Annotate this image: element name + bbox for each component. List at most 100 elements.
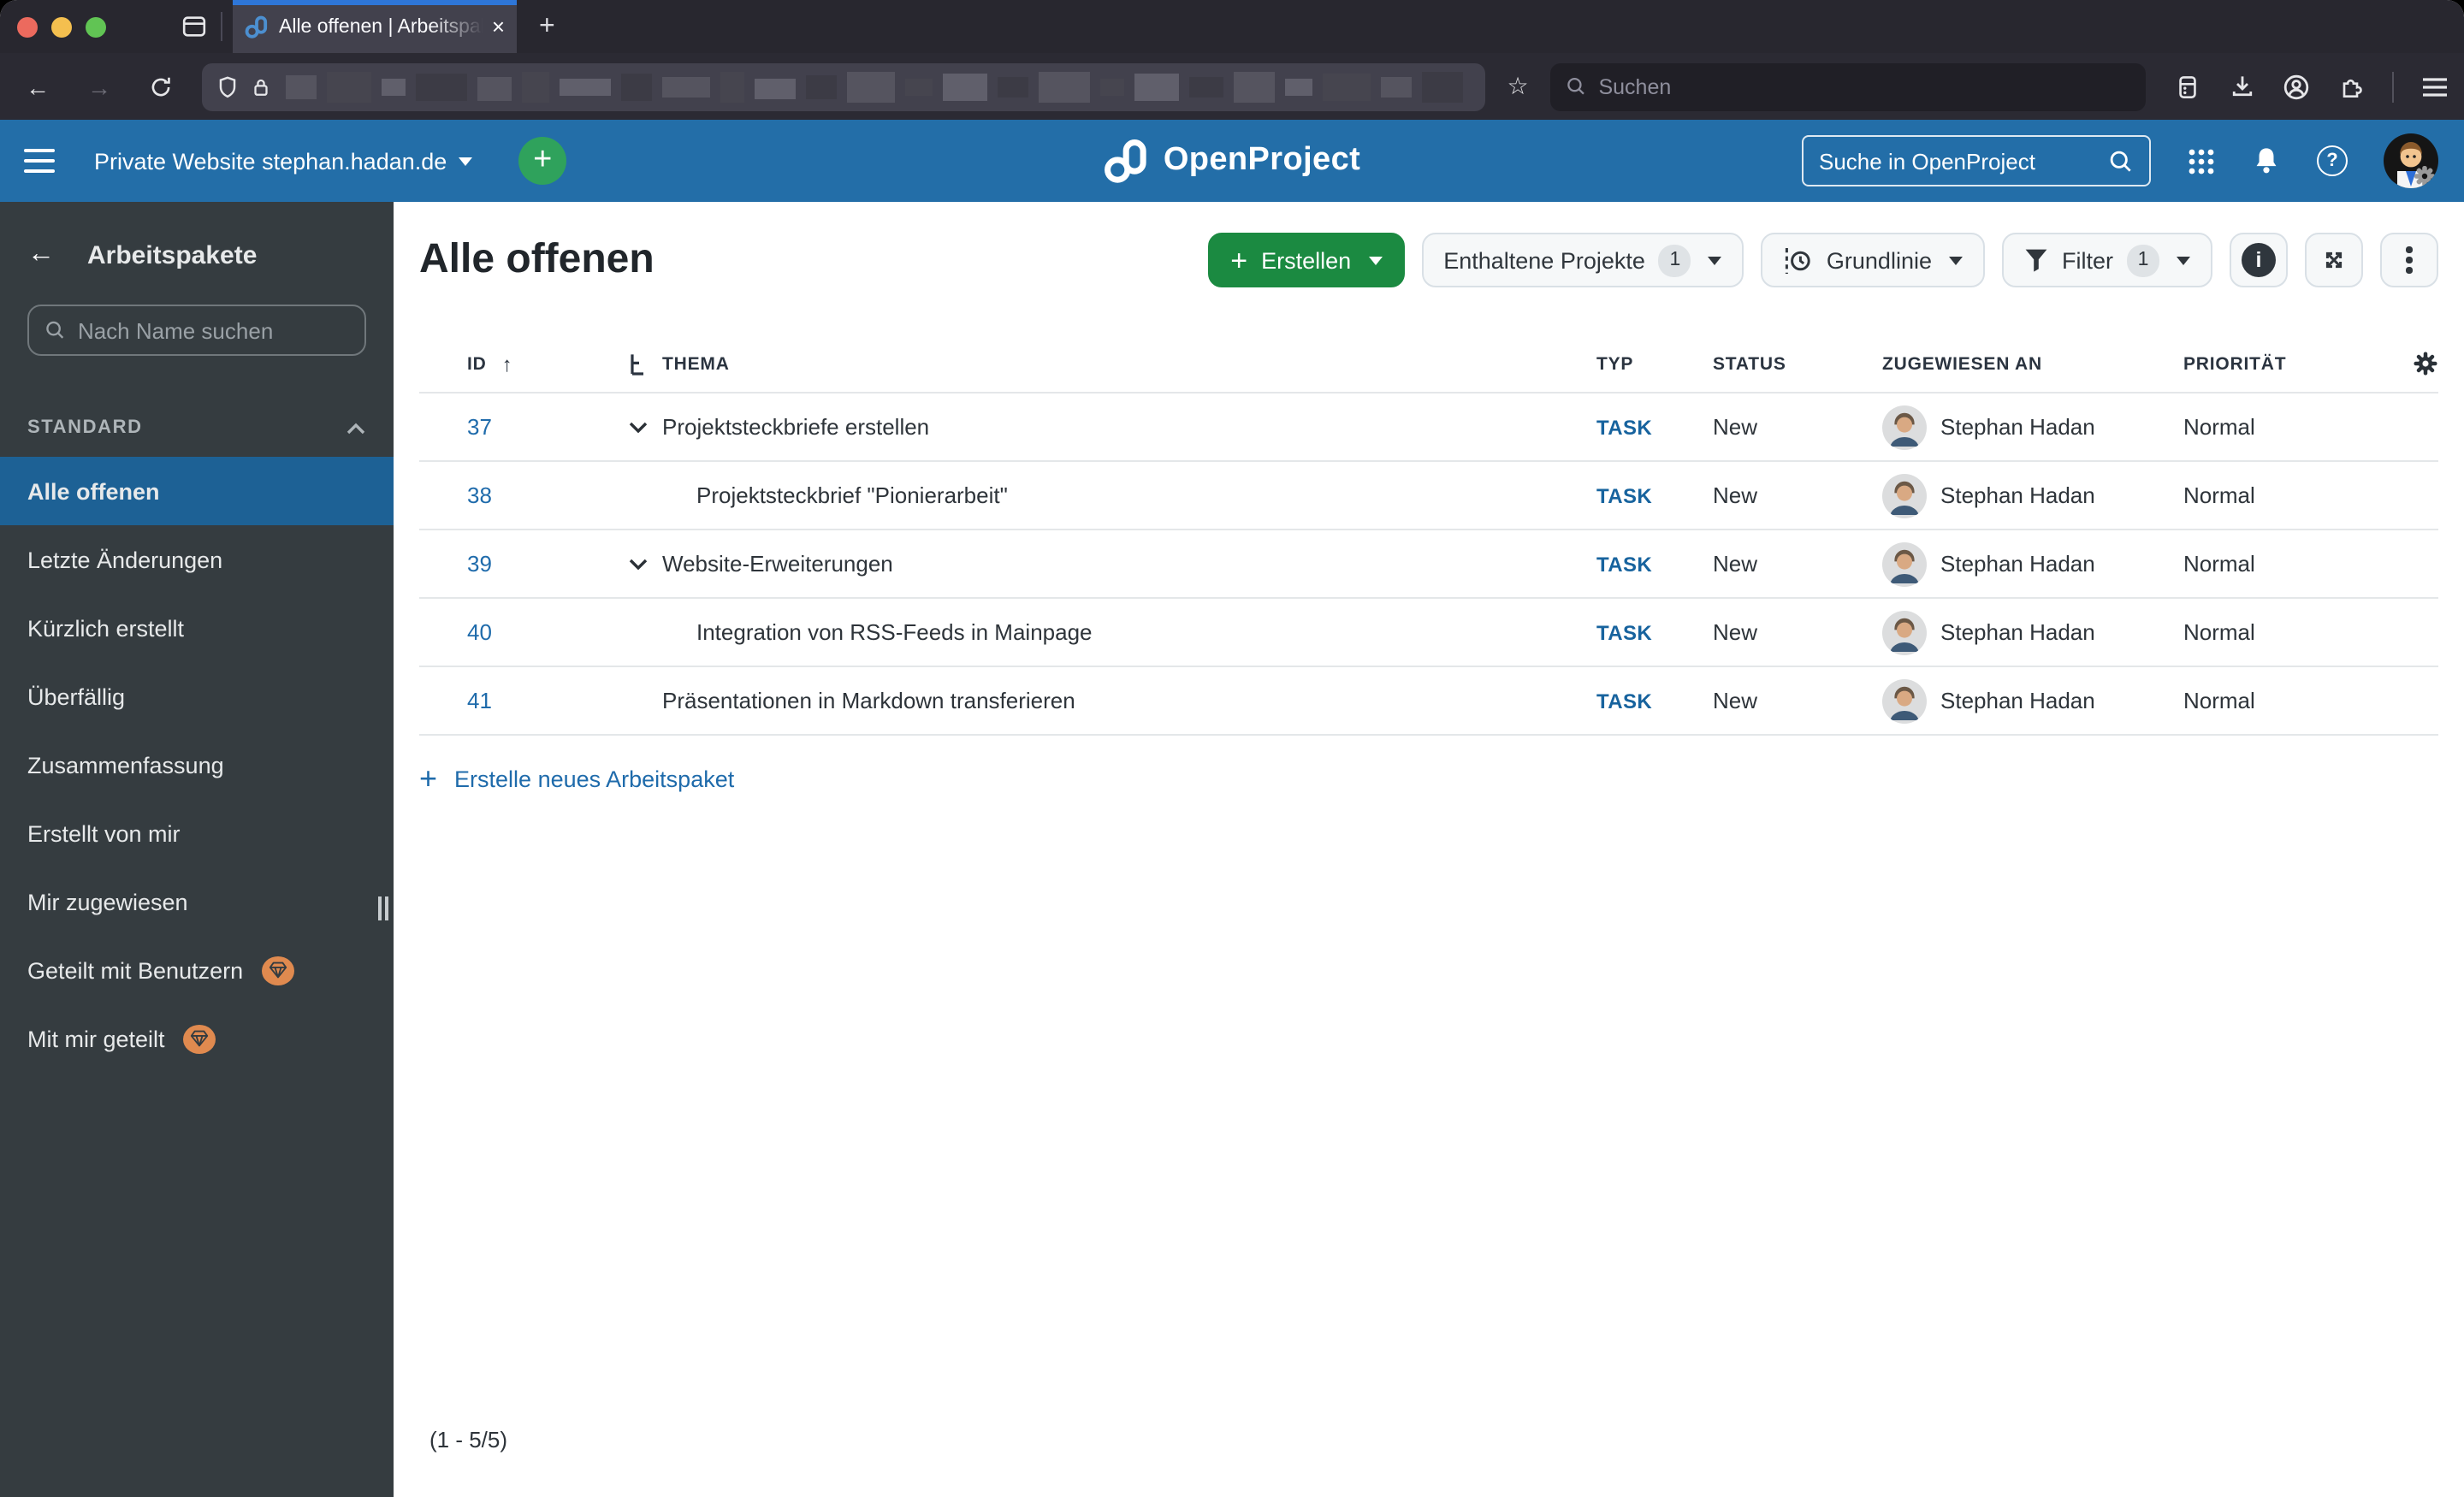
status-value[interactable]: New: [1713, 551, 1758, 577]
global-search-input[interactable]: [1819, 148, 2098, 174]
zoom-window-button[interactable]: [86, 16, 106, 37]
included-projects-button[interactable]: Enthaltene Projekte 1: [1421, 233, 1744, 287]
work-package-subject[interactable]: Projektsteckbrief "Pionierarbeit": [696, 482, 1008, 508]
back-arrow-icon[interactable]: ←: [27, 240, 55, 269]
sidebar-item-ueberfaellig[interactable]: Überfällig: [0, 662, 394, 731]
assignee-name[interactable]: Stephan Hadan: [1940, 482, 2095, 508]
sidebar-resize-handle[interactable]: [378, 896, 388, 920]
work-package-id-link[interactable]: 40: [467, 619, 492, 645]
help-icon[interactable]: ?: [2317, 145, 2348, 176]
priority-value[interactable]: Normal: [2183, 619, 2255, 645]
status-value[interactable]: New: [1713, 619, 1758, 645]
work-package-id-link[interactable]: 41: [467, 688, 492, 713]
status-value[interactable]: New: [1713, 414, 1758, 440]
sidebar-section-standard[interactable]: STANDARD: [0, 407, 394, 448]
priority-value[interactable]: Normal: [2183, 688, 2255, 713]
tracking-protection-shield-icon[interactable]: [216, 74, 240, 98]
priority-value[interactable]: Normal: [2183, 414, 2255, 440]
close-window-button[interactable]: [17, 16, 38, 37]
type-badge[interactable]: TASK: [1596, 689, 1653, 713]
sidebar-panel-icon[interactable]: [2166, 66, 2207, 107]
sidebar-item-alle-offenen[interactable]: Alle offenen: [0, 457, 394, 525]
sidebar-search-input[interactable]: [77, 317, 349, 343]
collapse-chevron-icon[interactable]: [628, 417, 649, 436]
work-package-id-link[interactable]: 37: [467, 414, 492, 440]
create-button[interactable]: + Erstellen: [1208, 233, 1405, 287]
create-new-work-package-link[interactable]: + Erstelle neues Arbeitspaket: [419, 763, 734, 794]
tab-alle-offenen[interactable]: Alle offenen | Arbeitspakete | Pri ×: [233, 0, 517, 53]
column-header-typ[interactable]: TYP: [1596, 353, 1713, 374]
table-row[interactable]: 39 Website-Erweiterungen TASK New Stepha…: [419, 530, 2438, 599]
menu-hamburger-icon[interactable]: [2414, 66, 2455, 107]
global-search-field[interactable]: [1802, 135, 2151, 186]
extensions-puzzle-icon[interactable]: [2331, 66, 2372, 107]
assignee-name[interactable]: Stephan Hadan: [1940, 688, 2095, 713]
column-header-id[interactable]: ID ↑: [467, 352, 662, 376]
work-package-subject[interactable]: Website-Erweiterungen: [662, 551, 893, 577]
priority-value[interactable]: Normal: [2183, 551, 2255, 577]
more-options-button[interactable]: [2380, 233, 2438, 287]
forward-icon[interactable]: →: [87, 73, 111, 100]
work-package-subject[interactable]: Integration von RSS-Feeds in Mainpage: [696, 619, 1093, 645]
sidebar-item-kuerzlich-erstellt[interactable]: Kürzlich erstellt: [0, 594, 394, 662]
table-row[interactable]: 38 Projektsteckbrief "Pionierarbeit" TAS…: [419, 462, 2438, 530]
column-header-prioritaet[interactable]: PRIORITÄT: [2183, 353, 2413, 374]
status-value[interactable]: New: [1713, 482, 1758, 508]
column-header-thema[interactable]: THEMA: [631, 353, 1596, 375]
info-button[interactable]: i: [2230, 233, 2288, 287]
sidebar-item-erstellt-von-mir[interactable]: Erstellt von mir: [0, 799, 394, 867]
type-badge[interactable]: TASK: [1596, 620, 1653, 644]
baseline-button[interactable]: Grundlinie: [1761, 233, 1985, 287]
downloads-icon[interactable]: [2221, 66, 2262, 107]
column-header-zugewiesen-an[interactable]: ZUGEWIESEN AN: [1882, 353, 2183, 374]
sidebar-search-field[interactable]: [27, 305, 366, 356]
sidebar-item-letzte-aenderungen[interactable]: Letzte Änderungen: [0, 525, 394, 594]
column-header-status[interactable]: STATUS: [1713, 353, 1882, 374]
notifications-bell-icon[interactable]: [2252, 145, 2281, 176]
assignee-name[interactable]: Stephan Hadan: [1940, 414, 2095, 440]
reload-icon[interactable]: [140, 74, 181, 98]
priority-value[interactable]: Normal: [2183, 482, 2255, 508]
browser-search-field[interactable]: [1550, 62, 2146, 110]
toolbar-divider: [2392, 71, 2394, 102]
user-avatar[interactable]: [2384, 133, 2438, 188]
assignee-name[interactable]: Stephan Hadan: [1940, 619, 2095, 645]
type-badge[interactable]: TASK: [1596, 483, 1653, 507]
firefox-view-icon[interactable]: [181, 14, 207, 39]
work-package-subject[interactable]: Präsentationen in Markdown transferieren: [662, 688, 1075, 713]
table-row[interactable]: 37 Projektsteckbriefe erstellen TASK New…: [419, 393, 2438, 462]
sidebar-item-mir-zugewiesen[interactable]: Mir zugewiesen: [0, 867, 394, 936]
bookmark-star-icon[interactable]: ☆: [1507, 72, 1529, 99]
sidebar-item-zusammenfassung[interactable]: Zusammenfassung: [0, 731, 394, 799]
fullscreen-button[interactable]: [2305, 233, 2363, 287]
work-package-id-link[interactable]: 39: [467, 551, 492, 577]
sidebar-item-geteilt-mit-benutzern[interactable]: Geteilt mit Benutzern: [0, 936, 394, 1004]
lock-icon[interactable]: [250, 74, 272, 98]
browser-search-input[interactable]: [1598, 74, 2130, 98]
modules-grid-icon[interactable]: [2187, 146, 2216, 175]
minimize-window-button[interactable]: [51, 16, 72, 37]
status-value[interactable]: New: [1713, 688, 1758, 713]
main-menu-hamburger-icon[interactable]: [24, 149, 55, 173]
filter-button[interactable]: Filter 1: [2002, 233, 2212, 287]
type-badge[interactable]: TASK: [1596, 415, 1653, 439]
type-badge[interactable]: TASK: [1596, 552, 1653, 576]
global-add-button[interactable]: +: [518, 137, 567, 185]
table-row[interactable]: 40 Integration von RSS-Feeds in Mainpage…: [419, 599, 2438, 667]
assignee-name[interactable]: Stephan Hadan: [1940, 551, 2095, 577]
back-icon[interactable]: ←: [26, 73, 50, 100]
account-icon[interactable]: [2276, 66, 2317, 107]
table-row[interactable]: 41 Präsentationen in Markdown transferie…: [419, 667, 2438, 736]
work-package-subject[interactable]: Projektsteckbriefe erstellen: [662, 414, 930, 440]
sidebar-item-mit-mir-geteilt[interactable]: Mit mir geteilt: [0, 1004, 394, 1073]
url-bar[interactable]: [202, 62, 1485, 110]
openproject-logo[interactable]: OpenProject: [0, 138, 2464, 184]
project-selector[interactable]: Private Website stephan.hadan.de: [94, 148, 473, 174]
tab-close-icon[interactable]: ×: [491, 14, 505, 39]
hierarchy-icon[interactable]: [628, 352, 652, 376]
browser-toolbar-icons: [2166, 66, 2455, 107]
new-tab-button[interactable]: +: [539, 11, 555, 40]
work-package-id-link[interactable]: 38: [467, 482, 492, 508]
collapse-chevron-icon[interactable]: [628, 554, 649, 573]
column-settings[interactable]: [2413, 351, 2438, 376]
